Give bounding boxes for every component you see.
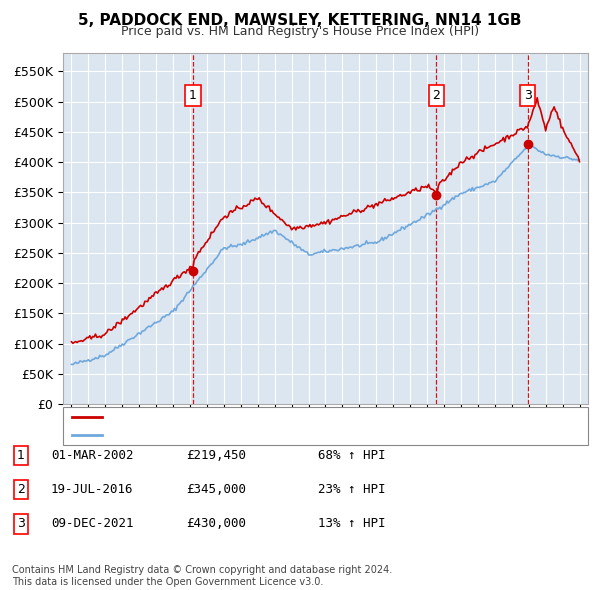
Text: 2: 2 (17, 483, 25, 496)
Text: 09-DEC-2021: 09-DEC-2021 (51, 517, 133, 530)
Text: 1: 1 (189, 89, 197, 102)
Text: Contains HM Land Registry data © Crown copyright and database right 2024.
This d: Contains HM Land Registry data © Crown c… (12, 565, 392, 587)
Text: £430,000: £430,000 (186, 517, 246, 530)
Text: 3: 3 (524, 89, 532, 102)
Text: 3: 3 (17, 517, 25, 530)
Text: 13% ↑ HPI: 13% ↑ HPI (318, 517, 386, 530)
Text: 5, PADDOCK END, MAWSLEY, KETTERING, NN14 1GB (detached house): 5, PADDOCK END, MAWSLEY, KETTERING, NN14… (106, 412, 493, 422)
Text: 1: 1 (17, 449, 25, 462)
Text: 2: 2 (433, 89, 440, 102)
Text: £345,000: £345,000 (186, 483, 246, 496)
Text: 19-JUL-2016: 19-JUL-2016 (51, 483, 133, 496)
Text: 68% ↑ HPI: 68% ↑ HPI (318, 449, 386, 462)
Text: HPI: Average price, detached house, North Northamptonshire: HPI: Average price, detached house, Nort… (106, 430, 442, 440)
Text: £219,450: £219,450 (186, 449, 246, 462)
Text: 23% ↑ HPI: 23% ↑ HPI (318, 483, 386, 496)
Text: 01-MAR-2002: 01-MAR-2002 (51, 449, 133, 462)
Text: 5, PADDOCK END, MAWSLEY, KETTERING, NN14 1GB: 5, PADDOCK END, MAWSLEY, KETTERING, NN14… (78, 13, 522, 28)
Text: Price paid vs. HM Land Registry's House Price Index (HPI): Price paid vs. HM Land Registry's House … (121, 25, 479, 38)
